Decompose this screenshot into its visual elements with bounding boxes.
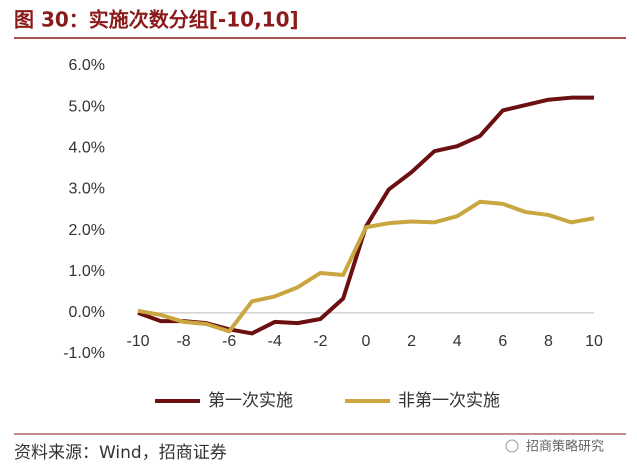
legend-label: 第一次实施 bbox=[208, 391, 293, 411]
chart-title: 图 30：实施次数分组[-10,10] bbox=[14, 8, 299, 32]
source: 资料来源：Wind，招商证券 bbox=[14, 443, 227, 463]
x-tick-label: -10 bbox=[126, 333, 149, 350]
x-tick-label: -6 bbox=[222, 333, 236, 350]
watermark: 招商策略研究 bbox=[526, 439, 604, 455]
x-tick-label: -4 bbox=[268, 333, 282, 350]
y-tick-label: 4.0% bbox=[69, 140, 105, 157]
y-tick-label: 3.0% bbox=[69, 181, 105, 198]
y-tick-label: 1.0% bbox=[69, 263, 105, 280]
watermark-icon bbox=[505, 439, 519, 453]
x-tick-label: 10 bbox=[585, 333, 603, 350]
x-tick-label: 2 bbox=[407, 333, 416, 350]
series-line bbox=[137, 95, 594, 336]
x-tick-label: -8 bbox=[176, 333, 190, 350]
x-tick-label: -2 bbox=[313, 333, 327, 350]
y-tick-label: 5.0% bbox=[69, 98, 105, 115]
x-tick-label: 4 bbox=[453, 333, 462, 350]
y-tick-label: 2.0% bbox=[69, 222, 105, 239]
x-tick-label: 6 bbox=[498, 333, 507, 350]
series-line bbox=[137, 199, 595, 334]
legend-label: 非第一次实施 bbox=[398, 391, 500, 411]
y-tick-label: -1.0% bbox=[63, 345, 105, 362]
y-tick-label: 0.0% bbox=[69, 304, 105, 321]
x-tick-label: 8 bbox=[544, 333, 553, 350]
y-tick-label: 6.0% bbox=[69, 57, 105, 74]
x-tick-label: 0 bbox=[362, 333, 371, 350]
